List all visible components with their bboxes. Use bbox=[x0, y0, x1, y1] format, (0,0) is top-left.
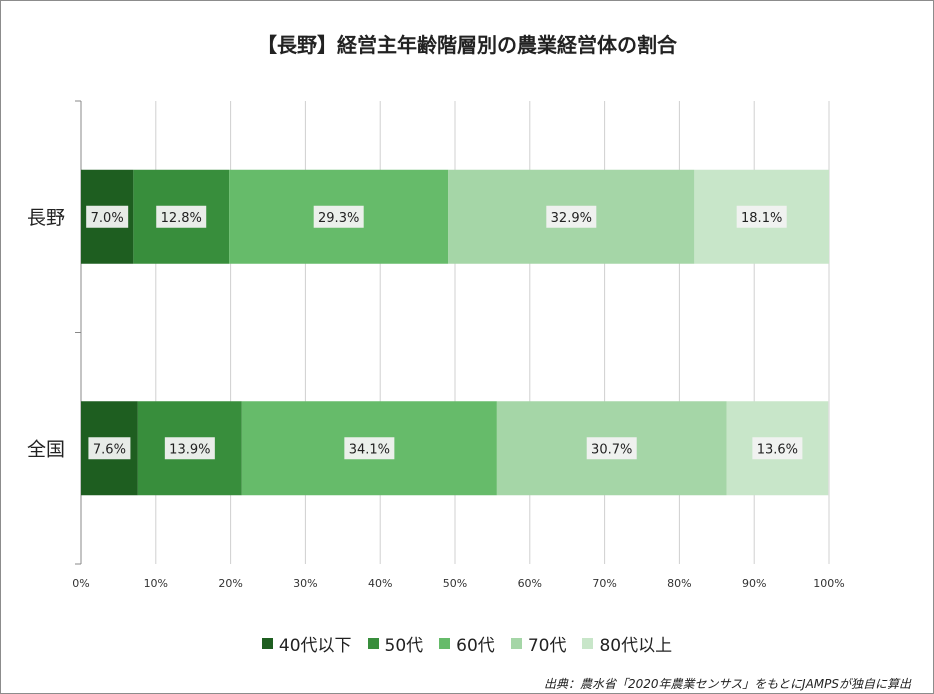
legend-swatch bbox=[510, 638, 522, 649]
data-label-box bbox=[313, 205, 364, 228]
category-label: 長野 bbox=[27, 207, 65, 229]
data-label-box bbox=[752, 437, 803, 460]
legend-label: 70代 bbox=[527, 636, 567, 656]
x-tick-label: 70% bbox=[592, 577, 616, 590]
data-label: 13.9% bbox=[169, 442, 210, 457]
legend-item: 40代以下 bbox=[261, 631, 352, 656]
data-label-box bbox=[164, 437, 215, 460]
data-label-box bbox=[156, 205, 207, 228]
category-label: 全国 bbox=[27, 438, 65, 460]
legend-item: 50代 bbox=[367, 631, 424, 656]
legend-label: 40代以下 bbox=[278, 636, 352, 656]
x-tick-label: 30% bbox=[293, 577, 317, 590]
stacked-bar-chart: 0% 10% 20% 30% 40% 50% 60% 70% 80% 90% 100% 長野 7.0% 1… bbox=[27, 100, 845, 590]
legend-swatch bbox=[367, 638, 379, 649]
legend-swatch bbox=[261, 638, 273, 649]
x-tick-label: 40% bbox=[368, 577, 392, 590]
data-label: 12.8% bbox=[161, 211, 202, 226]
x-tick-label: 80% bbox=[667, 577, 691, 590]
legend-item: 70代 bbox=[510, 631, 567, 656]
legend-label: 50代 bbox=[384, 636, 424, 656]
data-label-box bbox=[586, 437, 637, 460]
legend-swatch bbox=[439, 638, 451, 649]
x-tick-label: 50% bbox=[443, 577, 467, 590]
legend-item: 80代以上 bbox=[582, 631, 672, 656]
data-label: 7.0% bbox=[91, 211, 124, 226]
x-tick-label: 60% bbox=[518, 577, 542, 590]
legend-label: 60代 bbox=[456, 636, 495, 656]
chart-legend: 40代以下 50代 60代 70代 80代以上 bbox=[1, 631, 933, 656]
legend-item: 60代 bbox=[439, 631, 495, 656]
data-label-box bbox=[344, 437, 395, 460]
data-label: 34.1% bbox=[349, 442, 390, 457]
data-label-box bbox=[736, 205, 787, 228]
x-tick-label: 90% bbox=[742, 577, 766, 590]
data-label-box bbox=[86, 205, 129, 228]
legend-swatch bbox=[582, 638, 594, 649]
x-tick-label: 10% bbox=[144, 577, 168, 590]
data-label-box bbox=[546, 205, 597, 228]
data-label: 7.6% bbox=[93, 442, 126, 457]
chart-title: 【長野】経営主年齢階層別の農業経営体の割合 bbox=[257, 33, 677, 57]
data-label: 30.7% bbox=[591, 442, 632, 457]
legend-label: 80代以上 bbox=[599, 636, 673, 656]
x-tick-label: 100% bbox=[813, 577, 844, 590]
data-label-box bbox=[88, 437, 131, 460]
source-note: 出典：農水省「2020年農業センサス」をもとにJAMPSが独自に算出 bbox=[543, 677, 911, 691]
data-label: 29.3% bbox=[318, 211, 359, 226]
x-tick-label: 0% bbox=[72, 577, 89, 590]
data-label: 13.6% bbox=[757, 442, 798, 457]
data-label: 32.9% bbox=[551, 211, 592, 226]
data-label: 18.1% bbox=[741, 211, 782, 226]
x-tick-label: 20% bbox=[218, 577, 242, 590]
